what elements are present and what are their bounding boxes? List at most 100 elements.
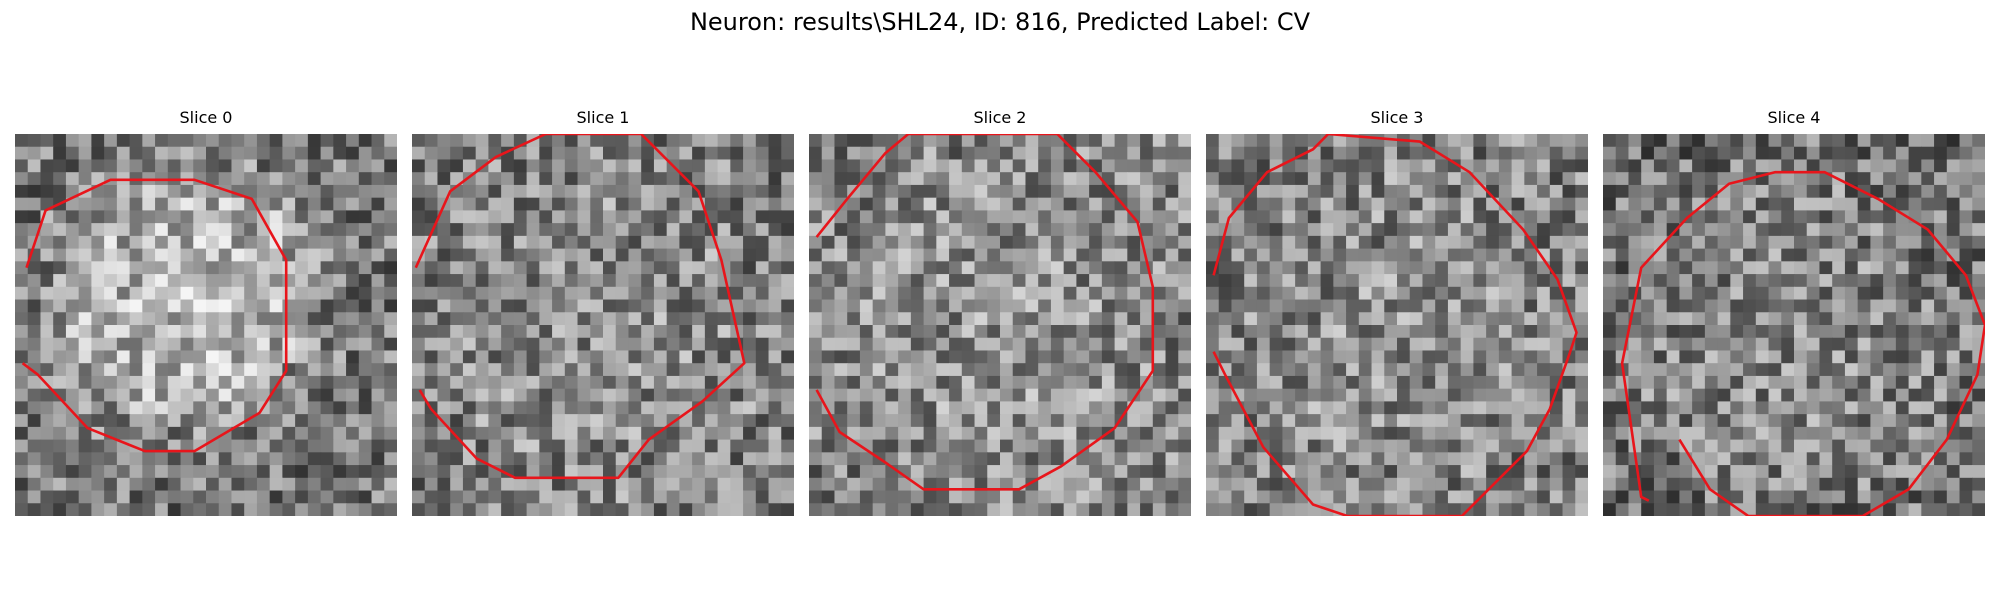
pixel bbox=[1832, 146, 1846, 161]
pixel bbox=[244, 401, 258, 415]
pixel bbox=[692, 337, 706, 352]
pixel bbox=[1921, 401, 1935, 415]
pixel bbox=[1857, 235, 1871, 250]
pixel bbox=[1781, 274, 1795, 288]
pixel bbox=[885, 261, 899, 275]
pixel bbox=[333, 197, 347, 211]
pixel bbox=[1641, 337, 1655, 352]
pixel bbox=[936, 465, 950, 479]
pixel bbox=[269, 312, 283, 326]
pixel bbox=[295, 286, 309, 301]
pixel bbox=[78, 312, 92, 326]
pixel bbox=[1794, 414, 1808, 428]
pixel bbox=[1959, 286, 1973, 301]
pixel bbox=[384, 363, 397, 377]
pixel bbox=[206, 286, 220, 301]
pixel bbox=[1575, 172, 1588, 186]
pixel bbox=[1730, 337, 1744, 352]
pixel bbox=[462, 286, 477, 301]
pixel bbox=[834, 286, 848, 301]
pixel bbox=[577, 388, 591, 402]
pixel bbox=[1679, 261, 1693, 275]
pixel bbox=[1641, 210, 1655, 224]
pixel bbox=[781, 235, 794, 250]
pixel bbox=[1269, 350, 1283, 364]
pixel bbox=[653, 363, 668, 377]
pixel bbox=[1755, 248, 1770, 262]
pixel bbox=[859, 363, 874, 377]
pixel bbox=[961, 375, 976, 390]
pixel bbox=[1641, 184, 1655, 199]
pixel bbox=[155, 401, 169, 415]
pixel bbox=[885, 375, 899, 390]
pixel bbox=[1384, 426, 1398, 441]
cell-contour-3 bbox=[1212, 134, 1578, 516]
pixel bbox=[1755, 452, 1770, 466]
pixel bbox=[412, 465, 426, 479]
pixel bbox=[1000, 261, 1014, 275]
pixel bbox=[424, 274, 439, 288]
pixel bbox=[346, 184, 360, 199]
pixel bbox=[704, 477, 719, 492]
pixel bbox=[371, 184, 385, 199]
pixel bbox=[1768, 452, 1782, 466]
pixel bbox=[65, 210, 80, 224]
pixel bbox=[692, 286, 706, 301]
pixel bbox=[1832, 401, 1846, 415]
pixel bbox=[679, 477, 693, 492]
pixel bbox=[743, 235, 757, 250]
pixel bbox=[450, 363, 464, 377]
pixel bbox=[781, 375, 794, 390]
pixel bbox=[679, 503, 693, 516]
pixel bbox=[1165, 159, 1179, 173]
pixel bbox=[755, 261, 770, 275]
pixel bbox=[1511, 197, 1525, 211]
pixel bbox=[1165, 286, 1179, 301]
pixel bbox=[603, 261, 617, 275]
pixel bbox=[1473, 477, 1487, 492]
pixel bbox=[1282, 401, 1296, 415]
pixel bbox=[1178, 477, 1191, 492]
pixel bbox=[1127, 286, 1141, 301]
pixel bbox=[1140, 388, 1154, 402]
pixel bbox=[1832, 452, 1846, 466]
pixel bbox=[717, 388, 731, 402]
pixel bbox=[1178, 452, 1191, 466]
pixel bbox=[475, 375, 489, 390]
pixel bbox=[1050, 363, 1065, 377]
pixel bbox=[1615, 274, 1630, 288]
pixel bbox=[1704, 350, 1719, 364]
pixel bbox=[1231, 477, 1245, 492]
pixel bbox=[898, 477, 912, 492]
pixel bbox=[1844, 490, 1859, 504]
pixel bbox=[1959, 350, 1973, 364]
pixel bbox=[1346, 172, 1360, 186]
pixel bbox=[1447, 197, 1462, 211]
pixel bbox=[1358, 312, 1373, 326]
pixel bbox=[961, 172, 976, 186]
pixel bbox=[1473, 414, 1487, 428]
pixel bbox=[1244, 274, 1258, 288]
pixel bbox=[1946, 439, 1961, 453]
pixel bbox=[1511, 503, 1525, 516]
pixel bbox=[628, 248, 642, 262]
pixel bbox=[180, 312, 194, 326]
pixel bbox=[15, 146, 29, 161]
pixel bbox=[1575, 261, 1588, 275]
pixel bbox=[78, 235, 92, 250]
pixel bbox=[1333, 146, 1347, 161]
pixel bbox=[1768, 261, 1782, 275]
pixel bbox=[371, 337, 385, 352]
pixel bbox=[180, 477, 194, 492]
pixel bbox=[256, 325, 271, 339]
pixel bbox=[1511, 274, 1525, 288]
pixel bbox=[358, 261, 373, 275]
pixel bbox=[1959, 172, 1973, 186]
pixel bbox=[307, 503, 322, 516]
pixel bbox=[1320, 274, 1334, 288]
pixel bbox=[1409, 350, 1424, 364]
pixel bbox=[1012, 184, 1027, 199]
pixel bbox=[295, 134, 309, 148]
pixel bbox=[167, 350, 182, 364]
pixel bbox=[1346, 439, 1360, 453]
